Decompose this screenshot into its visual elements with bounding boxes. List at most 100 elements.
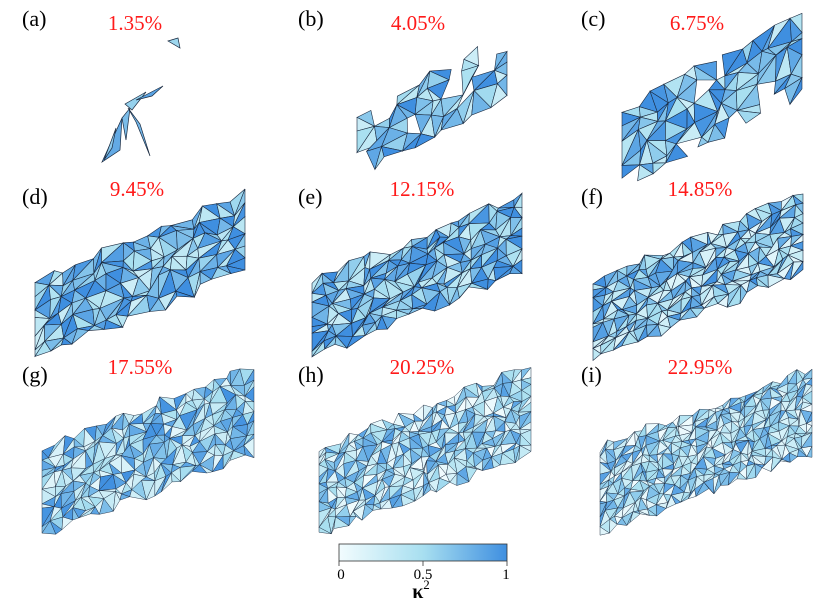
fragment: [243, 444, 255, 459]
fragment: [361, 503, 374, 521]
panel-label-e: (e): [298, 184, 322, 209]
fragment: [779, 459, 791, 463]
crack-pattern-e: [311, 192, 523, 358]
fragment: [806, 446, 813, 458]
fragment: [797, 448, 808, 457]
crack-pattern-h: [318, 366, 532, 535]
colorbar-tick-1: 1: [502, 567, 510, 583]
fragment: [373, 117, 390, 128]
fragment: [434, 291, 451, 312]
crack-pattern-c: [620, 12, 803, 182]
fragment: [135, 85, 164, 101]
fragment: [499, 452, 516, 466]
panel-label-d: (d): [22, 184, 48, 209]
panel-label-g: (g): [22, 362, 48, 387]
fragment: [621, 164, 641, 179]
fragment: [754, 463, 763, 479]
percent-label-e: 12.15%: [390, 177, 455, 201]
fragment: [746, 280, 759, 294]
fragment: [487, 278, 497, 291]
colorbar-tick-0.5: 0.5: [414, 567, 433, 583]
fragment: [199, 464, 214, 474]
percent-label-i: 22.95%: [668, 355, 733, 379]
panel-e: (e) 12.15%: [298, 177, 523, 358]
fragment: [652, 162, 667, 175]
colorbar: 0 0.5 1 κ2: [337, 543, 510, 603]
fragment: [717, 224, 724, 236]
fragment: [689, 307, 706, 318]
percent-label-d: 9.45%: [110, 177, 164, 201]
fragment: [739, 284, 748, 304]
fragment: [103, 127, 117, 161]
fragment: [127, 107, 151, 157]
fragment: [703, 482, 715, 495]
fragment: [229, 450, 246, 461]
fragment: [609, 518, 618, 534]
panel-label-h: (h): [298, 362, 324, 387]
fragment: [637, 510, 650, 516]
fragment: [115, 314, 129, 328]
fragment: [167, 37, 181, 49]
fragment: [471, 89, 492, 116]
panel-c: (c) 6.75%: [581, 6, 803, 182]
panel-label-f: (f): [581, 184, 603, 209]
fragment: [656, 504, 667, 517]
fragment: [210, 267, 232, 280]
fragment: [103, 319, 124, 330]
fragment: [334, 335, 348, 349]
percent-label-h: 20.25%: [390, 355, 455, 379]
fragment: [436, 477, 451, 493]
fragment: [599, 526, 611, 536]
colorbar-gradient: [338, 543, 508, 562]
fragment: [353, 511, 363, 521]
fragment: [491, 456, 501, 469]
fragment: [790, 260, 804, 280]
panel-a: (a) 1.35%: [22, 6, 181, 163]
panel-f: (f) 14.85%: [581, 177, 805, 362]
fragment: [121, 106, 131, 141]
fragment: [396, 104, 416, 119]
fragment: [736, 110, 762, 124]
percent-label-f: 14.85%: [668, 177, 733, 201]
fragment: [498, 199, 515, 209]
fragment: [736, 472, 748, 480]
percent-label-b: 4.05%: [391, 11, 445, 35]
fragment: [755, 277, 770, 288]
fragment: [707, 123, 726, 143]
fragment: [637, 164, 654, 182]
crack-pattern-d: [34, 188, 246, 358]
fragment: [789, 452, 798, 463]
crack-pattern-a: [101, 37, 181, 163]
fragment: [518, 445, 532, 460]
panel-b: (b) 4.05%: [298, 6, 508, 171]
fragment: [113, 490, 121, 512]
fragment: [348, 516, 357, 527]
fragment: [119, 493, 131, 501]
fragment: [789, 77, 803, 105]
fragment: [621, 331, 639, 347]
fragment: [171, 472, 182, 483]
panel-label-b: (b): [298, 6, 324, 31]
fragment: [99, 498, 114, 515]
crack-pattern-g: [41, 368, 255, 535]
fragment: [332, 259, 350, 283]
fragment: [657, 323, 672, 337]
panel-label-c: (c): [581, 6, 605, 31]
fragment: [71, 328, 90, 346]
fragment: [465, 466, 478, 483]
fragment: [407, 307, 423, 315]
percent-label-c: 6.75%: [670, 11, 724, 35]
fragment: [61, 516, 74, 531]
crack-pattern-i: [599, 368, 813, 536]
fragment: [428, 482, 437, 493]
fragment: [72, 506, 79, 521]
fragment: [414, 133, 436, 149]
fragment: [671, 495, 682, 505]
crack-pattern-f: [592, 193, 805, 362]
panel-label-a: (a): [22, 6, 46, 31]
colorbar-tick-0: 0: [337, 567, 345, 583]
percent-label-g: 17.55%: [108, 355, 173, 379]
colorbar-title-base: κ: [412, 581, 423, 603]
fragment: [175, 290, 195, 298]
